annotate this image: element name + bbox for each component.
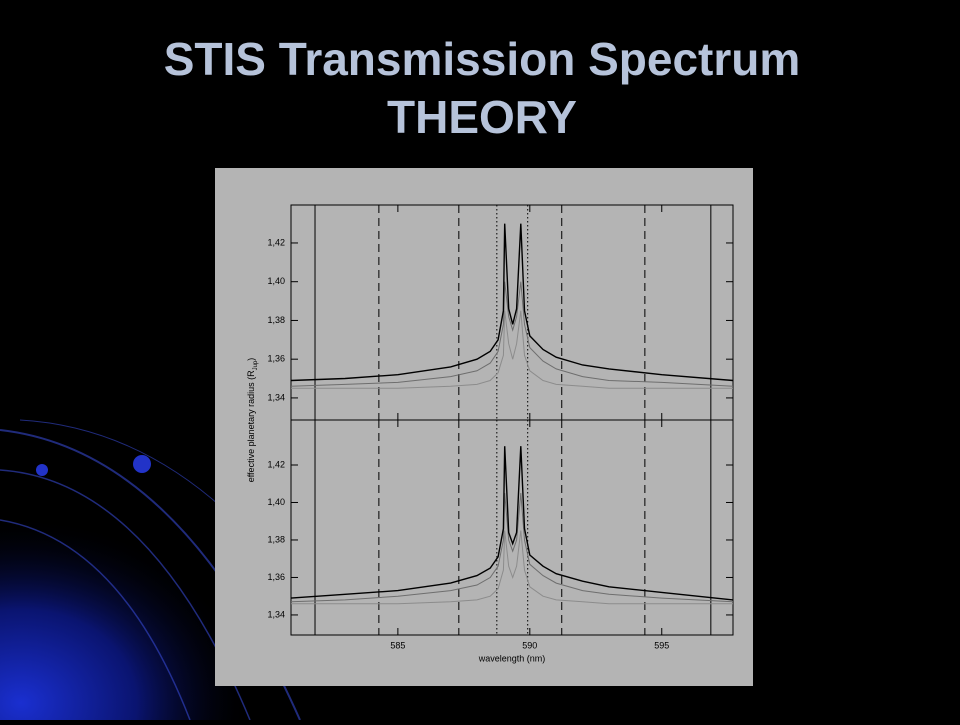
decor-dot — [133, 455, 151, 473]
y-tick-label: 1,38 — [267, 315, 285, 325]
series-line — [290, 223, 734, 382]
x-tick-label: 590 — [522, 640, 537, 650]
y-tick-label: 1,34 — [267, 609, 285, 619]
chart-background — [215, 168, 753, 686]
y-axis-label-text: effective planetary radius (R — [246, 370, 256, 482]
y-axis-label: effective planetary radius (RJup) — [246, 358, 259, 483]
plot-frame — [290, 419, 734, 636]
y-tick-label: 1,38 — [267, 534, 285, 544]
y-axis-label-end: ) — [246, 358, 256, 361]
x-tick-label: 595 — [654, 640, 669, 650]
series-line — [290, 493, 734, 603]
y-tick-label: 1,36 — [267, 354, 285, 364]
y-tick-label: 1,42 — [267, 237, 285, 247]
y-tick-label: 1,40 — [267, 276, 285, 286]
y-axis-label-subscript: Jup — [253, 360, 259, 370]
series-line — [290, 446, 734, 601]
series-line — [290, 281, 734, 387]
y-tick-label: 1,40 — [267, 497, 285, 507]
x-tick-label: 585 — [390, 640, 405, 650]
x-axis-label: wavelength (nm) — [478, 653, 546, 663]
y-tick-label: 1,36 — [267, 572, 285, 582]
decor-dot — [36, 464, 48, 476]
slide-title: STIS Transmission Spectrum — [164, 33, 801, 85]
slide-title: THEORY — [387, 91, 577, 143]
series-line — [291, 310, 733, 389]
y-tick-label: 1,42 — [267, 459, 285, 469]
series-line — [291, 530, 733, 605]
y-tick-label: 1,34 — [267, 392, 285, 402]
